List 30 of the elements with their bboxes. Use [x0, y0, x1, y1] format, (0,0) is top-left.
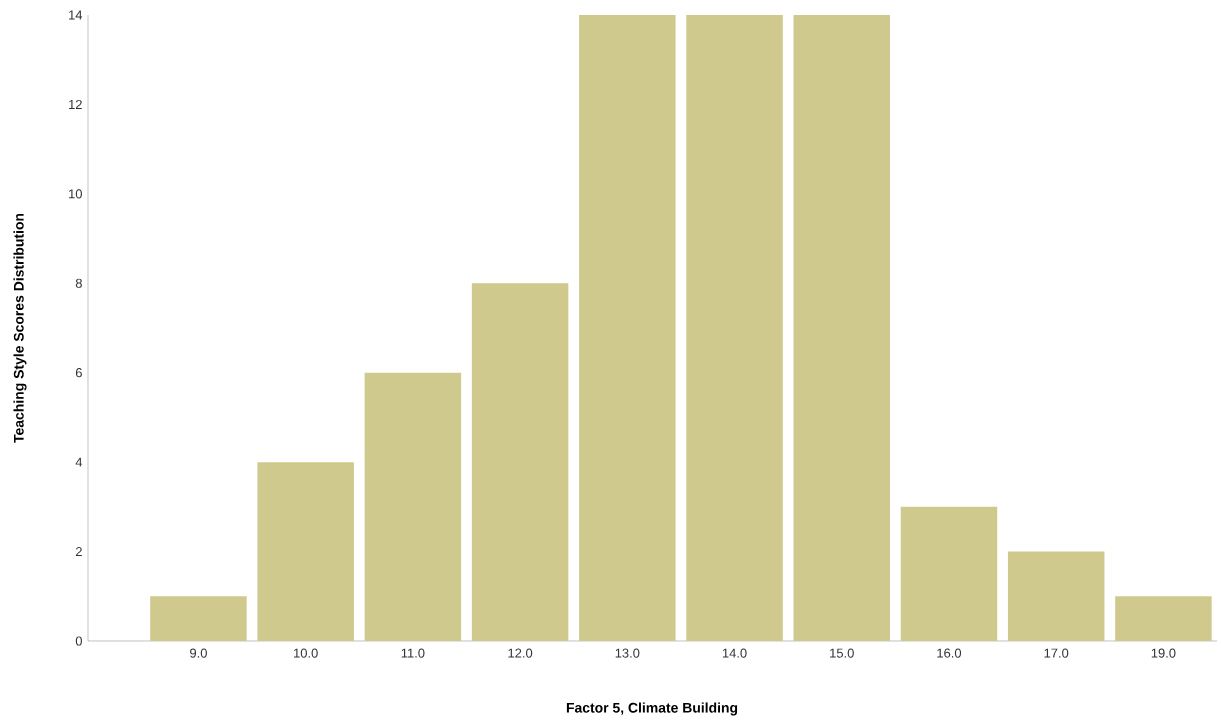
bar	[1115, 596, 1212, 641]
x-tick-label: 16.0	[937, 648, 962, 658]
bar	[686, 14, 783, 641]
x-axis-title: Factor 5, Climate Building	[566, 702, 738, 716]
bar	[471, 283, 569, 641]
y-tick-label: 6	[75, 368, 82, 378]
y-tick-label: 14	[69, 10, 83, 20]
y-tick-label: 0	[75, 636, 82, 646]
bar	[900, 506, 998, 641]
bar	[579, 14, 676, 641]
y-tick-label: 8	[75, 278, 82, 288]
x-tick-label: 10.0	[294, 648, 318, 658]
x-tick-label: 11.0	[401, 648, 425, 658]
y-tick-label: 12	[69, 99, 82, 109]
bar	[793, 14, 891, 641]
y-tick-label: 4	[75, 457, 83, 467]
bar	[364, 372, 462, 641]
x-tick-label: 14.0	[722, 648, 747, 658]
y-axis-title: Teaching Style Scores Distribution	[13, 213, 27, 443]
bar	[150, 596, 247, 641]
x-tick-label: 15.0	[830, 648, 854, 658]
x-tick-label: 13.0	[615, 648, 640, 658]
x-tick-label: 19.0	[1151, 648, 1176, 658]
x-tick-label: 17.0	[1044, 648, 1069, 658]
x-tick-label: 9.0	[190, 648, 207, 658]
y-tick-label: 10	[69, 189, 82, 199]
bar	[257, 462, 354, 641]
bar	[1007, 551, 1105, 641]
x-tick-label: 12.0	[508, 648, 533, 658]
y-tick-label: 2	[75, 547, 82, 557]
